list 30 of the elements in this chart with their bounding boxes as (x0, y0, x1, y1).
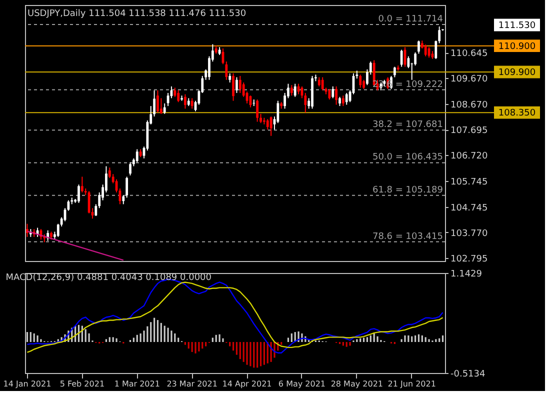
x-tick-label: 21 Jun 2021 (388, 380, 436, 388)
x-tick-label: 5 Feb 2021 (60, 380, 105, 388)
y-tick-label: 109.670 (450, 74, 488, 85)
ref-line-label: 108.350 (498, 108, 536, 119)
y-tick-label: 108.670 (450, 100, 488, 111)
x-tick-label: 1 Mar 2021 (114, 380, 160, 388)
chart-title: USDJPY,Daily 111.504 111.538 111.476 111.530 (28, 9, 246, 19)
ref-line-label: 50.0 = 106.435 (372, 152, 443, 163)
x-tick-label: 6 May 2021 (278, 380, 326, 388)
ref-line-label: 0.0 = 111.714 (378, 14, 444, 25)
y-tick-label: 104.745 (450, 203, 488, 214)
text: 111.530 (498, 21, 536, 31)
ref-line-label: 61.8 = 105.189 (372, 185, 444, 196)
ref-line-label: 23.6 = 109.222 (372, 80, 443, 90)
y-tick-label: 106.720 (450, 152, 488, 162)
ref-line-label: 109.900 (498, 68, 536, 78)
x-tick-label: 23 Mar 2021 (166, 380, 218, 388)
y-tick-label: 105.745 (450, 177, 488, 188)
x-tick-label: 14 Jan 2021 (3, 380, 52, 388)
y-tick-label: 107.695 (450, 126, 488, 136)
y-tick-label: -0.5134 (450, 370, 486, 380)
ref-line-label: 38.2 = 107.681 (372, 120, 443, 130)
y-tick-label: 103.770 (450, 228, 488, 239)
x-tick-label: 28 May 2021 (330, 380, 383, 388)
y-tick-label: 110.645 (450, 49, 488, 60)
ref-line-label: 78.6 = 103.415 (372, 232, 443, 242)
ref-line-label: 110.900 (498, 42, 536, 52)
y-tick-label: 1.1429 (450, 270, 482, 280)
y-tick-label: 102.795 (450, 254, 488, 264)
x-tick-label: 14 Apr 2021 (222, 380, 272, 388)
